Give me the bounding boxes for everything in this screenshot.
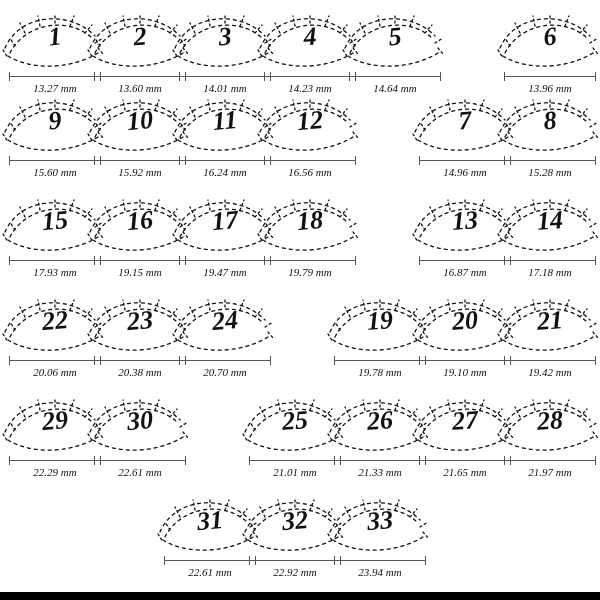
glyph-5: 5 [340, 8, 450, 70]
glyph-6: 6 [495, 8, 600, 70]
number-label-23: 23 [126, 305, 155, 337]
number-label-24: 24 [211, 305, 240, 337]
number-label-21: 21 [536, 305, 564, 337]
scale-bar-8 [504, 156, 596, 166]
number-label-19: 19 [366, 305, 394, 337]
number-label-22: 22 [41, 305, 70, 337]
number-label-3: 3 [217, 21, 233, 52]
measurement-item-14: 14 17.18 mm [495, 192, 600, 287]
number-label-14: 14 [536, 205, 564, 237]
number-label-29: 29 [41, 405, 70, 437]
number-label-32: 32 [281, 505, 310, 537]
measurement-text-33: 23.94 mm [325, 567, 435, 579]
glyph-24: 24 [170, 292, 280, 354]
measurement-item-30: 30 22.61 mm [85, 392, 195, 487]
measurement-text-28: 21.97 mm [495, 467, 600, 479]
number-label-13: 13 [451, 205, 479, 237]
swirl-measurement-grid: 1 13.27 mm 2 13.60 mm 3 14.01 mm 4 14.23 mm 5 14.… [0, 0, 600, 600]
number-label-18: 18 [296, 205, 325, 237]
number-label-30: 30 [126, 405, 155, 437]
measurement-text-8: 15.28 mm [495, 167, 600, 179]
glyph-28: 28 [495, 392, 600, 454]
number-label-17: 17 [211, 205, 240, 237]
measurement-item-12: 12 16.56 mm [255, 92, 365, 187]
number-label-15: 15 [41, 205, 70, 237]
measurement-item-28: 28 21.97 mm [495, 392, 600, 487]
glyph-8: 8 [495, 92, 600, 154]
number-label-25: 25 [281, 405, 309, 437]
measurement-text-30: 22.61 mm [85, 467, 195, 479]
number-label-16: 16 [126, 205, 155, 237]
scale-bar-6 [504, 72, 596, 82]
number-label-28: 28 [536, 405, 564, 437]
glyph-33: 33 [325, 492, 435, 554]
measurement-item-8: 8 15.28 mm [495, 92, 600, 187]
scale-bar-24 [179, 356, 271, 366]
measurement-text-18: 19.79 mm [255, 267, 365, 279]
measurement-text-21: 19.42 mm [495, 367, 600, 379]
measurement-text-14: 17.18 mm [495, 267, 600, 279]
glyph-21: 21 [495, 292, 600, 354]
scale-bar-14 [504, 256, 596, 266]
glyph-18: 18 [255, 192, 365, 254]
number-label-33: 33 [366, 505, 395, 537]
scale-bar-5 [349, 72, 441, 82]
number-label-4: 4 [302, 22, 317, 53]
number-label-5: 5 [387, 21, 403, 52]
measurement-item-18: 18 19.79 mm [255, 192, 365, 287]
measurement-item-5: 5 14.64 mm [340, 8, 450, 103]
number-label-10: 10 [126, 105, 155, 137]
measurement-text-12: 16.56 mm [255, 167, 365, 179]
number-label-26: 26 [366, 405, 394, 437]
measurement-item-6: 6 13.96 mm [495, 8, 600, 103]
number-label-1: 1 [47, 21, 63, 52]
glyph-30: 30 [85, 392, 195, 454]
glyph-12: 12 [255, 92, 365, 154]
measurement-item-33: 33 23.94 mm [325, 492, 435, 587]
glyph-14: 14 [495, 192, 600, 254]
number-label-12: 12 [296, 105, 325, 137]
number-label-11: 11 [211, 105, 238, 137]
number-label-6: 6 [542, 21, 558, 52]
number-label-7: 7 [457, 105, 473, 136]
number-label-31: 31 [196, 505, 225, 537]
scale-bar-12 [264, 156, 356, 166]
scale-bar-30 [94, 456, 186, 466]
number-label-2: 2 [132, 22, 147, 53]
number-label-27: 27 [451, 405, 479, 437]
number-label-20: 20 [451, 305, 479, 337]
scale-bar-33 [334, 556, 426, 566]
scale-bar-18 [264, 256, 356, 266]
scale-bar-28 [504, 456, 596, 466]
footer-bar [0, 592, 600, 600]
scale-bar-21 [504, 356, 596, 366]
number-label-9: 9 [47, 105, 63, 136]
measurement-item-21: 21 19.42 mm [495, 292, 600, 387]
measurement-item-24: 24 20.70 mm [170, 292, 280, 387]
number-label-8: 8 [542, 105, 558, 136]
measurement-text-24: 20.70 mm [170, 367, 280, 379]
